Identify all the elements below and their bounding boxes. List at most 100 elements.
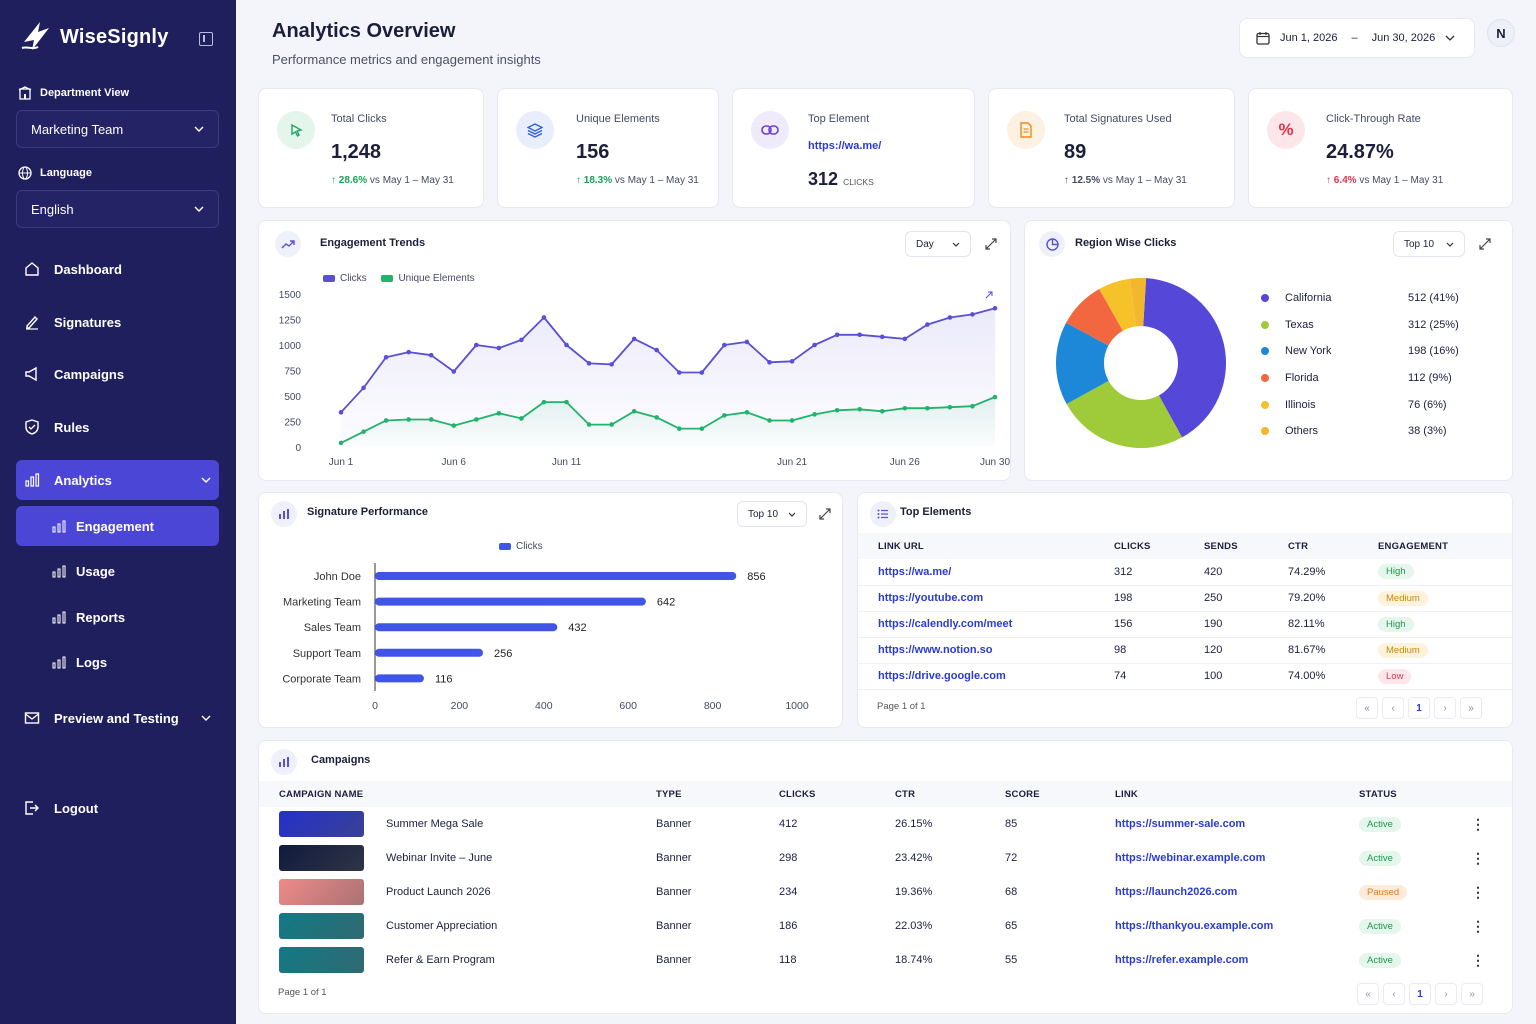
document-icon — [1007, 111, 1045, 149]
pie-chart-icon — [1039, 231, 1065, 257]
expand-icon[interactable] — [1479, 238, 1491, 250]
chevron-down-icon — [1445, 35, 1455, 41]
x-tick-label: 600 — [619, 700, 637, 712]
page-title: Analytics Overview — [272, 20, 456, 42]
region-filter-select[interactable]: Top 10 — [1393, 231, 1465, 257]
nav-logs[interactable]: Logs — [16, 642, 219, 682]
expand-icon[interactable] — [819, 508, 831, 520]
stat-value: 312 CLICKS — [808, 169, 874, 189]
type-cell: Banner — [656, 886, 692, 898]
chevron-down-icon — [201, 477, 211, 483]
language-select[interactable]: English — [16, 190, 219, 228]
first-page-button[interactable]: « — [1356, 697, 1378, 719]
x-tick-label: Jun 1 — [329, 457, 354, 468]
last-page-button[interactable]: » — [1460, 697, 1482, 719]
ctr-cell: 74.00% — [1288, 670, 1326, 682]
nav-campaigns[interactable]: Campaigns — [16, 354, 219, 394]
date-range-picker[interactable]: Jun 1, 2026 – Jun 30, 2026 — [1239, 18, 1475, 58]
date-separator: – — [1351, 32, 1358, 44]
prev-page-button[interactable]: ‹ — [1382, 697, 1404, 719]
engagement-trends-chart: 0 250 500 750 1000 1250 1500 Jun 1 Jun 6 Jun 11 Ju… — [279, 290, 1011, 468]
nav-preview-testing[interactable]: Preview and Testing — [16, 698, 219, 738]
x-tick-label: 400 — [535, 700, 553, 712]
data-point — [496, 411, 502, 416]
department-select[interactable]: Marketing Team — [16, 110, 219, 148]
data-point — [586, 422, 592, 427]
stat-label: Total Signatures Used — [1064, 113, 1172, 125]
pie-slice — [1066, 288, 1123, 346]
bar — [375, 623, 558, 632]
legend-dot — [1261, 400, 1269, 409]
expand-icon[interactable] — [985, 238, 997, 250]
element-link[interactable]: https://www.notion.so — [878, 644, 993, 656]
x-tick-label: Jun 6 — [442, 457, 467, 468]
nav-signatures[interactable]: Signatures — [16, 302, 219, 342]
more-options-icon[interactable]: ⋮ — [1471, 849, 1485, 866]
last-page-button[interactable]: » — [1461, 983, 1483, 1005]
brand[interactable]: WiseSignly — [20, 20, 169, 54]
score-cell: 85 — [1005, 818, 1018, 830]
element-link[interactable]: https://wa.me/ — [878, 565, 952, 578]
legend-dot — [1261, 294, 1269, 303]
period-select[interactable]: Day — [905, 231, 971, 257]
y-tick-label: 750 — [284, 367, 301, 378]
page-1-button[interactable]: 1 — [1408, 697, 1430, 719]
legend-dot — [1261, 347, 1269, 356]
pie-slice — [1129, 278, 1147, 327]
stat-label: Unique Elements — [576, 113, 660, 125]
campaign-name: Product Launch 2026 — [386, 886, 491, 898]
nav-usage[interactable]: Usage — [16, 551, 219, 591]
stat-total-signatures: Total Signatures Used 89 ↑ 12.5% vs May … — [988, 88, 1235, 208]
signature-filter-select[interactable]: Top 10 — [737, 501, 807, 527]
campaign-link[interactable]: https://launch2026.com — [1115, 886, 1238, 898]
element-link[interactable]: https://youtube.com — [878, 592, 984, 604]
top-element-link[interactable]: https://wa.me/ — [808, 140, 882, 152]
campaign-link[interactable]: https://refer.example.com — [1115, 954, 1249, 966]
status-badge: Active — [1359, 816, 1401, 832]
nav-dashboard[interactable]: Dashboard — [16, 249, 219, 289]
clicks-cell: 234 — [779, 886, 798, 898]
nav-engagement[interactable]: Engagement — [16, 506, 219, 546]
page-1-button[interactable]: 1 — [1409, 983, 1431, 1005]
campaign-link[interactable]: https://thankyou.example.com — [1115, 920, 1274, 932]
campaign-link[interactable]: https://webinar.example.com — [1115, 852, 1266, 864]
sidebar-collapse-icon[interactable] — [199, 32, 213, 46]
app-name: WiseSignly — [60, 25, 169, 48]
ctr-cell: 79.20% — [1288, 592, 1326, 604]
main-content: Analytics Overview Performance metrics a… — [236, 0, 1536, 1024]
more-options-icon[interactable]: ⋮ — [1471, 883, 1485, 900]
stat-label: Click-Through Rate — [1326, 113, 1421, 125]
link-icon — [751, 111, 789, 149]
element-link[interactable]: https://drive.google.com — [878, 670, 1006, 682]
type-cell: Banner — [656, 920, 692, 932]
first-page-button[interactable]: « — [1357, 983, 1379, 1005]
department-label: Department View — [18, 86, 129, 100]
more-options-icon[interactable]: ⋮ — [1471, 917, 1485, 934]
data-point — [699, 426, 705, 431]
nav-analytics[interactable]: Analytics — [16, 460, 219, 500]
prev-page-button[interactable]: ‹ — [1383, 983, 1405, 1005]
avatar[interactable]: N — [1487, 19, 1515, 47]
logout-button[interactable]: Logout — [16, 788, 219, 828]
y-tick-label: 250 — [284, 418, 301, 429]
more-options-icon[interactable]: ⋮ — [1471, 815, 1485, 832]
table-row: https://drive.google.com 74 100 74.00% L… — [858, 663, 1512, 689]
col-clicks: CLICKS — [779, 788, 816, 800]
campaigns-card: Campaigns CAMPAIGN NAME TYPE CLICKS CTR … — [258, 740, 1513, 1014]
campaign-link[interactable]: https://summer-sale.com — [1115, 818, 1246, 830]
more-options-icon[interactable]: ⋮ — [1471, 951, 1485, 968]
pagination: « ‹ 1 › » — [1357, 983, 1483, 1005]
col-status: STATUS — [1359, 788, 1397, 800]
table-row: https://www.notion.so 98 120 81.67% Medi… — [858, 637, 1512, 663]
status-badge: Paused — [1359, 884, 1408, 900]
col-engagement: ENGAGEMENT — [1378, 540, 1449, 552]
ctr-cell: 19.36% — [895, 886, 933, 898]
next-page-button[interactable]: › — [1435, 983, 1457, 1005]
nav-rules[interactable]: Rules — [16, 407, 219, 447]
next-page-button[interactable]: › — [1434, 697, 1456, 719]
element-link[interactable]: https://calendly.com/meet — [878, 618, 1013, 630]
nav-reports[interactable]: Reports — [16, 597, 219, 637]
region-legend-item: New York 198 (16%) — [1261, 338, 1481, 365]
data-point — [428, 352, 434, 358]
bar-chart-icon — [271, 501, 297, 527]
